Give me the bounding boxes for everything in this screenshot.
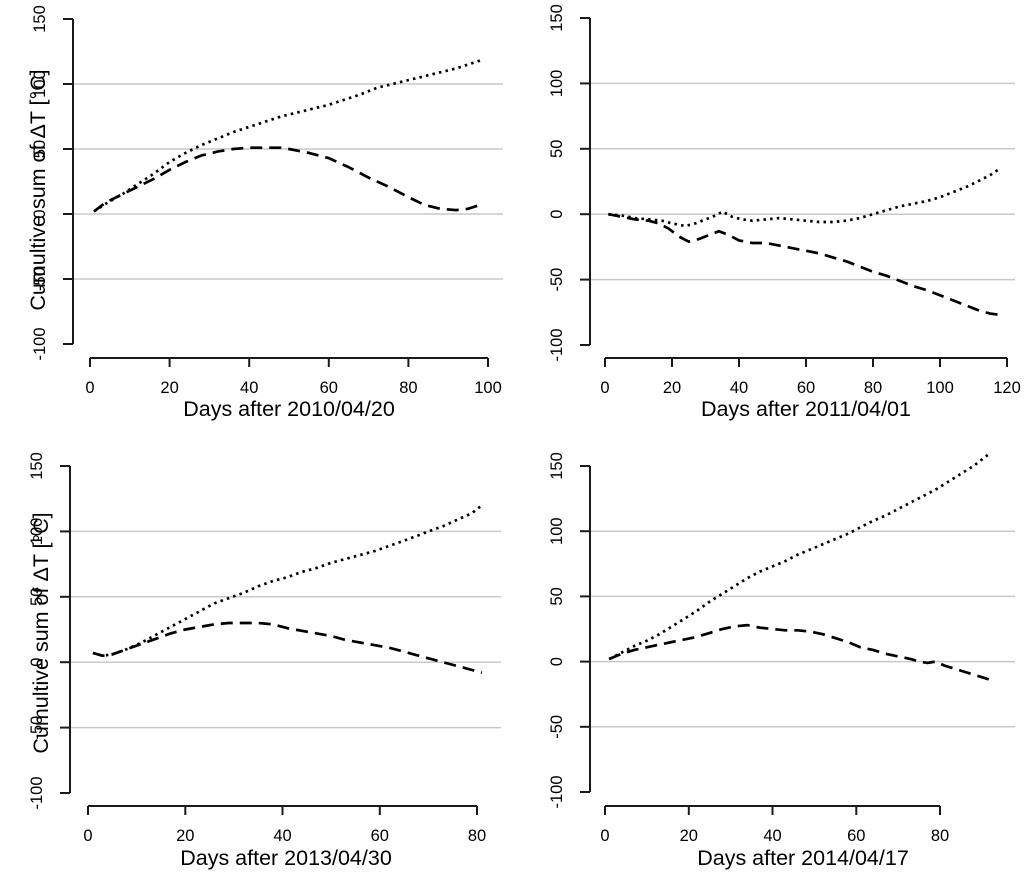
y-tick-label: 50 xyxy=(28,588,46,606)
y-tick-label: -50 xyxy=(548,268,566,292)
x-tick-label: 60 xyxy=(371,827,389,845)
x-tick-label: 20 xyxy=(176,827,194,845)
y-tick-label: 100 xyxy=(28,518,46,546)
chart-panel-bottom-right: Days after 2014/04/17 -100 -50 0 50 100 150 0 2… xyxy=(548,451,1015,870)
y-axis-title: Cumultive sum of ΔT [°C] xyxy=(26,69,50,310)
x-axis-title: Days after 2011/04/01 xyxy=(701,397,911,421)
x-axis-title: Days after 2014/04/17 xyxy=(697,846,909,870)
series-line-dashed xyxy=(608,623,991,682)
y-tick-label: -50 xyxy=(28,716,46,740)
series-line-dotted xyxy=(92,504,483,658)
y-axis-title: Cumultive sum of ΔT [°C] xyxy=(29,512,53,753)
x-tick-label: 80 xyxy=(931,827,949,845)
y-tick-label: -100 xyxy=(28,776,46,809)
chart-panel-bottom-left: Cumultive sum of ΔT [°C] Days after 2013… xyxy=(28,452,501,870)
x-tick-label: 0 xyxy=(600,827,609,845)
x-axis-title: Days after 2013/04/30 xyxy=(180,846,392,870)
x-tick-label: 20 xyxy=(160,379,178,397)
x-tick-label: 40 xyxy=(273,827,291,845)
series-line-dotted xyxy=(608,167,1002,228)
x-tick-label: 0 xyxy=(83,827,92,845)
y-tick-label: -100 xyxy=(548,775,566,808)
x-tick-label: 80 xyxy=(399,379,417,397)
y-tick-label: 0 xyxy=(548,210,566,219)
x-tick-label: 20 xyxy=(663,379,681,397)
y-tick-label: -100 xyxy=(548,328,566,361)
y-tick-label: 0 xyxy=(548,657,566,666)
y-tick-label: 50 xyxy=(548,140,566,158)
x-tick-label: 0 xyxy=(85,379,94,397)
x-tick-label: 40 xyxy=(240,379,258,397)
x-tick-label: 120 xyxy=(993,379,1021,397)
chart-panel-top-left: Cumultive sum of ΔT [°C] Days after 2010… xyxy=(26,5,503,421)
y-tick-label: 0 xyxy=(31,209,49,218)
x-tick-label: 40 xyxy=(730,379,748,397)
y-tick-label: 150 xyxy=(31,5,49,33)
y-tick-label: -50 xyxy=(548,715,566,739)
y-tick-label: 150 xyxy=(28,452,46,480)
series-line-dotted xyxy=(608,451,992,661)
y-tick-label: 100 xyxy=(31,70,49,98)
series-line-dashed xyxy=(608,212,1001,317)
x-tick-label: 60 xyxy=(797,379,815,397)
x-tick-label: 60 xyxy=(320,379,338,397)
x-tick-label: 100 xyxy=(474,379,502,397)
x-tick-label: 100 xyxy=(926,379,954,397)
x-axis-title: Days after 2010/04/20 xyxy=(183,397,395,421)
y-tick-label: 100 xyxy=(548,70,566,98)
x-tick-label: 20 xyxy=(680,827,698,845)
x-tick-label: 80 xyxy=(864,379,882,397)
y-tick-label: -50 xyxy=(31,267,49,291)
y-tick-label: -100 xyxy=(31,327,49,360)
x-tick-label: 60 xyxy=(847,827,865,845)
series-line-dashed xyxy=(93,146,481,213)
series-line-dashed xyxy=(92,621,483,675)
x-tick-label: 80 xyxy=(468,827,486,845)
y-tick-label: 50 xyxy=(31,140,49,158)
x-tick-label: 0 xyxy=(600,379,609,397)
y-tick-label: 50 xyxy=(548,587,566,605)
x-tick-label: 40 xyxy=(763,827,781,845)
series-line-dotted xyxy=(93,59,481,213)
y-tick-label: 0 xyxy=(28,658,46,667)
y-tick-label: 150 xyxy=(548,4,566,32)
y-tick-label: 150 xyxy=(548,452,566,480)
y-tick-label: 100 xyxy=(548,517,566,545)
chart-panel-top-right: Days after 2011/04/01 -100 -50 0 50 100 150 0 2… xyxy=(548,4,1021,421)
